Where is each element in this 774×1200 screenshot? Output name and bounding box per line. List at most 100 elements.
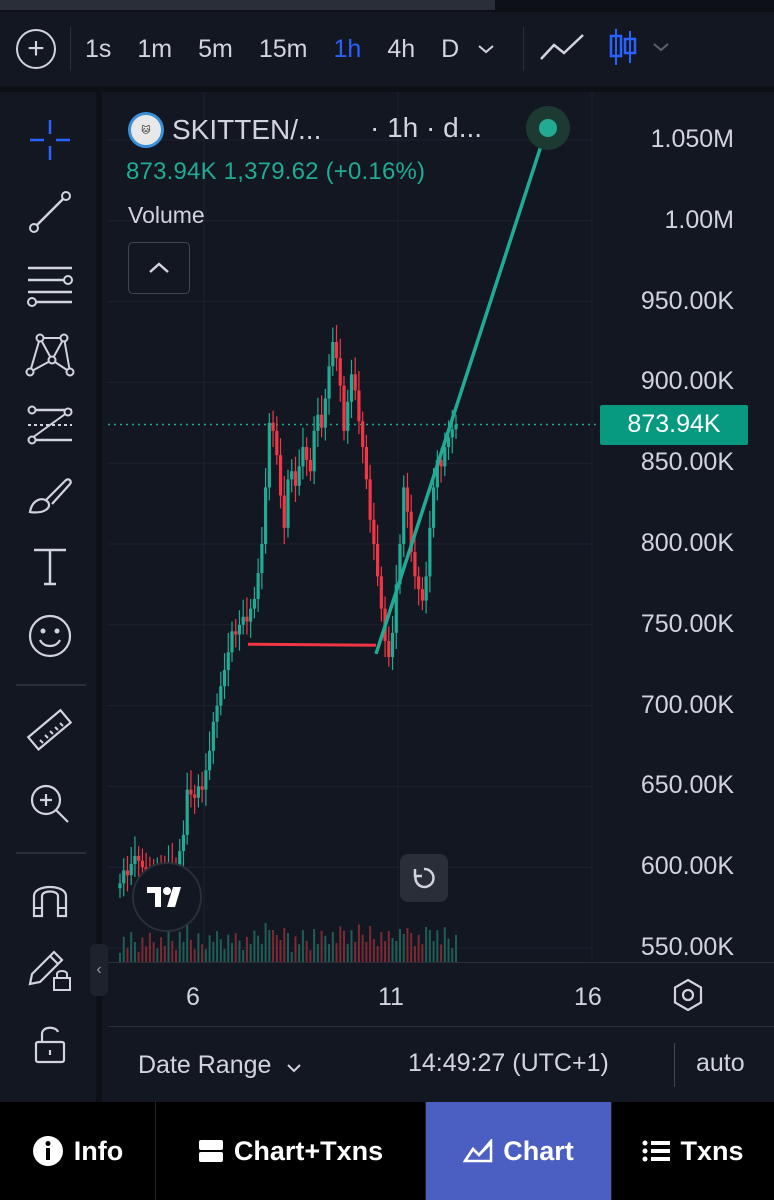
candle-body	[420, 589, 424, 601]
split-view-icon	[198, 1140, 223, 1162]
volume-bar	[376, 946, 379, 962]
volume-bar	[238, 940, 241, 962]
volume-bar	[201, 944, 204, 962]
volume-bar	[354, 942, 357, 962]
collapse-legend-button[interactable]	[128, 242, 190, 294]
timeframe-4h[interactable]: 4h	[387, 34, 416, 63]
candle-body	[208, 750, 212, 771]
toolbar-separator	[0, 86, 774, 92]
volume-bar	[316, 944, 319, 962]
volume-bar	[395, 941, 398, 962]
lock-drawing-pencil-icon[interactable]	[22, 942, 78, 998]
timeframe-1h[interactable]: 1h	[333, 34, 362, 63]
volume-bar	[148, 932, 151, 962]
candle-body	[409, 511, 413, 553]
status-strip-bar	[0, 0, 495, 10]
magnet-icon[interactable]	[22, 872, 78, 928]
volume-bar	[249, 943, 252, 962]
line-chart-type-icon[interactable]	[538, 31, 586, 68]
volume-bar	[335, 943, 338, 962]
fib-retracement-tool-icon[interactable]	[22, 256, 78, 312]
add-symbol-button[interactable]: +	[16, 29, 56, 69]
volume-bar	[443, 927, 446, 962]
lock-icon[interactable]	[22, 1016, 78, 1072]
candlestick-chart-type-icon[interactable]	[608, 27, 638, 72]
timeframe-d[interactable]: D	[441, 34, 460, 63]
chart-type-dropdown-chevron-icon[interactable]	[652, 40, 670, 58]
volume-bar	[331, 932, 334, 962]
volume-bar	[227, 934, 230, 962]
pattern-tool-icon[interactable]	[22, 326, 78, 382]
price-axis-label: 600.00K	[640, 852, 734, 881]
volume-bar	[447, 938, 450, 962]
chart-pane[interactable]: 🐱 SKITTEN/... · 1h · d... 873.94K 1,379.…	[108, 92, 774, 1022]
auto-scale-toggle[interactable]: auto	[696, 1049, 745, 1077]
time-label: 11	[378, 983, 404, 1011]
tab-txns[interactable]: Txns	[612, 1102, 774, 1200]
volume-bar	[272, 930, 275, 962]
bottom-divider	[674, 1043, 675, 1087]
ruler-icon[interactable]	[22, 704, 78, 760]
volume-bar	[361, 934, 364, 962]
timeframe-15m[interactable]: 15m	[258, 34, 308, 63]
zoom-in-icon[interactable]	[22, 776, 78, 832]
tradingview-logo[interactable]	[132, 862, 202, 932]
reset-chart-button[interactable]	[400, 854, 448, 902]
volume-bar	[305, 940, 308, 962]
tab-info-label: Info	[73, 1135, 124, 1166]
resolution-label: · 1h · d...	[370, 112, 483, 143]
crosshair-icon[interactable]	[22, 112, 78, 168]
volume-bar	[234, 933, 237, 962]
volume-bar	[231, 942, 233, 962]
tab-chart-txns-label: Chart+Txns	[233, 1135, 384, 1166]
volume-indicator-label[interactable]: Volume	[128, 202, 205, 228]
emoji-tool-icon[interactable]	[22, 608, 78, 664]
candle-body	[305, 447, 309, 460]
candle-body	[118, 883, 122, 889]
chevron-down-icon	[287, 1064, 302, 1073]
tab-chart[interactable]: Chart	[426, 1102, 612, 1200]
volume-bar	[372, 939, 375, 962]
trend-line-tool-icon[interactable]	[22, 184, 78, 240]
symbol-legend[interactable]: 🐱 SKITTEN/...	[128, 112, 321, 148]
candle-body	[282, 495, 286, 528]
candle-body	[432, 487, 436, 528]
candle-body	[417, 576, 421, 590]
brush-tool-icon[interactable]	[22, 468, 78, 524]
volume-bar	[309, 950, 312, 962]
timeframe-1s[interactable]: 1s	[85, 34, 112, 63]
volume-bar	[193, 949, 196, 962]
candle-body	[331, 342, 335, 367]
volume-bar	[264, 923, 267, 962]
tab-txns-label: Txns	[680, 1135, 744, 1166]
timeframe-5m[interactable]: 5m	[198, 34, 233, 63]
volume-bar	[290, 952, 293, 962]
timezone-clock[interactable]: 14:49:27 (UTC+1)	[408, 1049, 609, 1077]
volume-bar	[171, 940, 174, 962]
volume-bar	[126, 947, 129, 962]
top-toolbar: + 1s 1m 5m 15m 1h 4h D	[0, 12, 774, 86]
volume-bar	[156, 948, 159, 962]
candle-body	[316, 414, 320, 431]
support-line-drawing[interactable]	[247, 642, 377, 647]
time-label: 16	[574, 983, 602, 1011]
chart-settings-hexagon-icon[interactable]	[670, 977, 706, 1018]
candle-body	[428, 527, 432, 577]
volume-bar	[167, 929, 170, 962]
trend-line-drawing[interactable]	[374, 142, 544, 655]
candle-body	[402, 487, 406, 544]
volume-bar	[417, 934, 420, 962]
timeframe-1m[interactable]: 1m	[137, 34, 173, 63]
text-tool-icon[interactable]	[22, 538, 78, 594]
time-axis[interactable]: 6 11 16	[108, 962, 774, 1026]
drawing-toolbar	[0, 92, 102, 1102]
date-range-dropdown[interactable]: Date Range	[138, 1051, 302, 1080]
volume-bar	[324, 935, 327, 962]
price-chart[interactable]	[108, 92, 774, 962]
timeframe-dropdown-chevron-icon[interactable]	[477, 39, 495, 60]
tab-info[interactable]: Info	[0, 1102, 156, 1200]
candle-body	[334, 342, 339, 359]
collapse-toolbar-chevron-icon[interactable]: ‹	[90, 944, 108, 996]
tab-chart-txns[interactable]: Chart+Txns	[156, 1102, 426, 1200]
forecast-tool-icon[interactable]	[22, 396, 78, 452]
